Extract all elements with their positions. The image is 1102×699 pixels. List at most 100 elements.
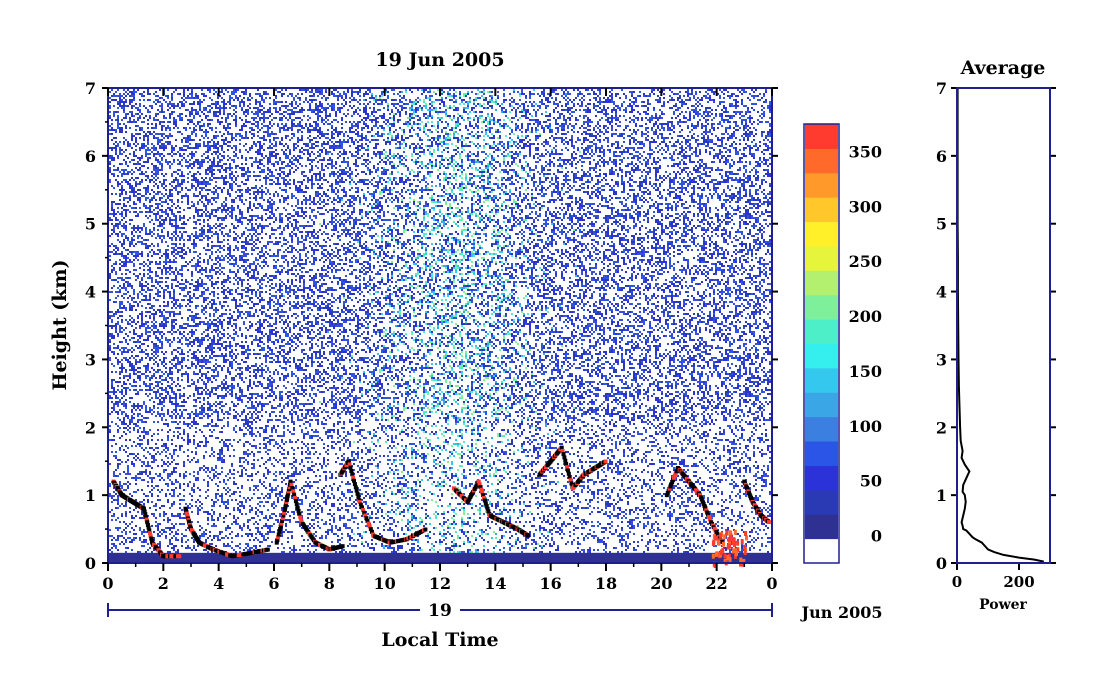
- heatmap-cell: [653, 167, 655, 169]
- heatmap-cell: [217, 119, 219, 121]
- heatmap-cell: [273, 163, 275, 165]
- heatmap-cell: [323, 143, 325, 145]
- heatmap-cell: [319, 137, 321, 139]
- heatmap-cell: [321, 145, 323, 147]
- heatmap-cell: [615, 119, 617, 121]
- heatmap-cell: [619, 97, 621, 99]
- heatmap-cell: [611, 169, 613, 171]
- heatmap-cell: [309, 109, 311, 111]
- heatmap-cell: [269, 147, 271, 149]
- heatmap-cell: [139, 137, 141, 139]
- heatmap-cell: [307, 159, 309, 161]
- heatmap-cell: [505, 111, 507, 113]
- heatmap-cell: [155, 125, 157, 127]
- heatmap-cell: [109, 161, 111, 163]
- heatmap-cell: [275, 143, 277, 145]
- heatmap-cell: [683, 149, 685, 151]
- heatmap-cell: [117, 107, 119, 109]
- heatmap-cell: [255, 103, 257, 105]
- heatmap-cell: [357, 151, 359, 153]
- heatmap-cell: [711, 141, 713, 143]
- heatmap-cell: [373, 139, 375, 141]
- heatmap-cell: [207, 123, 209, 125]
- heatmap-cell: [759, 159, 761, 161]
- heatmap-cell: [283, 161, 285, 163]
- heatmap-cell: [409, 99, 411, 101]
- heatmap-cell: [677, 123, 679, 125]
- heatmap-cell: [491, 119, 493, 121]
- heatmap-cell: [555, 145, 557, 147]
- heatmap-cell: [341, 117, 343, 119]
- heatmap-cell: [539, 101, 541, 103]
- heatmap-cell: [639, 169, 641, 171]
- heatmap-cell: [183, 95, 185, 97]
- heatmap-cell: [469, 163, 471, 165]
- heatmap-cell: [751, 153, 753, 155]
- heatmap-cell: [687, 139, 689, 141]
- heatmap-cell: [697, 105, 699, 107]
- heatmap-cell: [425, 133, 427, 135]
- heatmap-cell: [129, 143, 131, 145]
- heatmap-cell: [625, 97, 627, 99]
- heatmap-cell: [401, 137, 403, 139]
- heatmap-cell: [437, 123, 439, 125]
- heatmap-cell: [333, 89, 335, 91]
- heatmap-cell: [143, 165, 145, 167]
- heatmap-cell: [537, 153, 539, 155]
- heatmap-cell: [455, 137, 457, 139]
- heatmap-cell: [333, 107, 335, 109]
- heatmap-cell: [647, 99, 649, 101]
- heatmap-cell: [619, 163, 621, 165]
- heatmap-cell: [749, 121, 751, 123]
- heatmap-cell: [281, 163, 283, 165]
- heatmap-cell: [437, 145, 439, 147]
- heatmap-cell: [197, 121, 199, 123]
- heatmap-cell: [121, 99, 123, 101]
- heatmap-cell: [717, 105, 719, 107]
- heatmap-cell: [473, 111, 475, 113]
- heatmap-cell: [613, 159, 615, 161]
- heatmap-cell: [433, 139, 435, 141]
- heatmap-cell: [313, 109, 315, 111]
- heatmap-cell: [521, 131, 523, 133]
- heatmap-cell: [595, 151, 597, 153]
- heatmap-cell: [531, 143, 533, 145]
- heatmap-cell: [421, 161, 423, 163]
- heatmap-cell: [317, 113, 319, 115]
- heatmap-cell: [699, 153, 701, 155]
- heatmap-cell: [485, 107, 487, 109]
- heatmap-cell: [181, 147, 183, 149]
- heatmap-cell: [505, 115, 507, 117]
- heatmap-cell: [181, 119, 183, 121]
- heatmap-cell: [705, 127, 707, 129]
- heatmap-cell: [525, 111, 527, 113]
- heatmap-cell: [525, 165, 527, 167]
- heatmap-cell: [143, 105, 145, 107]
- heatmap-cell: [745, 133, 747, 135]
- heatmap-cell: [379, 115, 381, 117]
- heatmap-cell: [429, 145, 431, 147]
- heatmap-cell: [213, 151, 215, 153]
- heatmap-cell: [111, 147, 113, 149]
- heatmap-cell: [485, 165, 487, 167]
- heatmap-cell: [759, 93, 761, 95]
- heatmap-cell: [689, 111, 691, 113]
- heatmap-cell: [539, 123, 541, 125]
- heatmap-cell: [235, 145, 237, 147]
- heatmap-cell: [335, 161, 337, 163]
- heatmap-cell: [429, 161, 431, 163]
- heatmap-cell: [439, 165, 441, 167]
- heatmap-cell: [257, 125, 259, 127]
- heatmap-cell: [569, 139, 571, 141]
- heatmap-cell: [719, 89, 721, 91]
- heatmap-cell: [323, 119, 325, 121]
- heatmap-cell: [149, 105, 151, 107]
- heatmap-cell: [203, 159, 205, 161]
- heatmap-cell: [151, 105, 153, 107]
- heatmap-cell: [555, 127, 557, 129]
- heatmap-cell: [161, 147, 163, 149]
- heatmap-cell: [333, 95, 335, 97]
- heatmap-cell: [663, 89, 665, 91]
- heatmap-cell: [295, 125, 297, 127]
- heatmap-cell: [619, 133, 621, 135]
